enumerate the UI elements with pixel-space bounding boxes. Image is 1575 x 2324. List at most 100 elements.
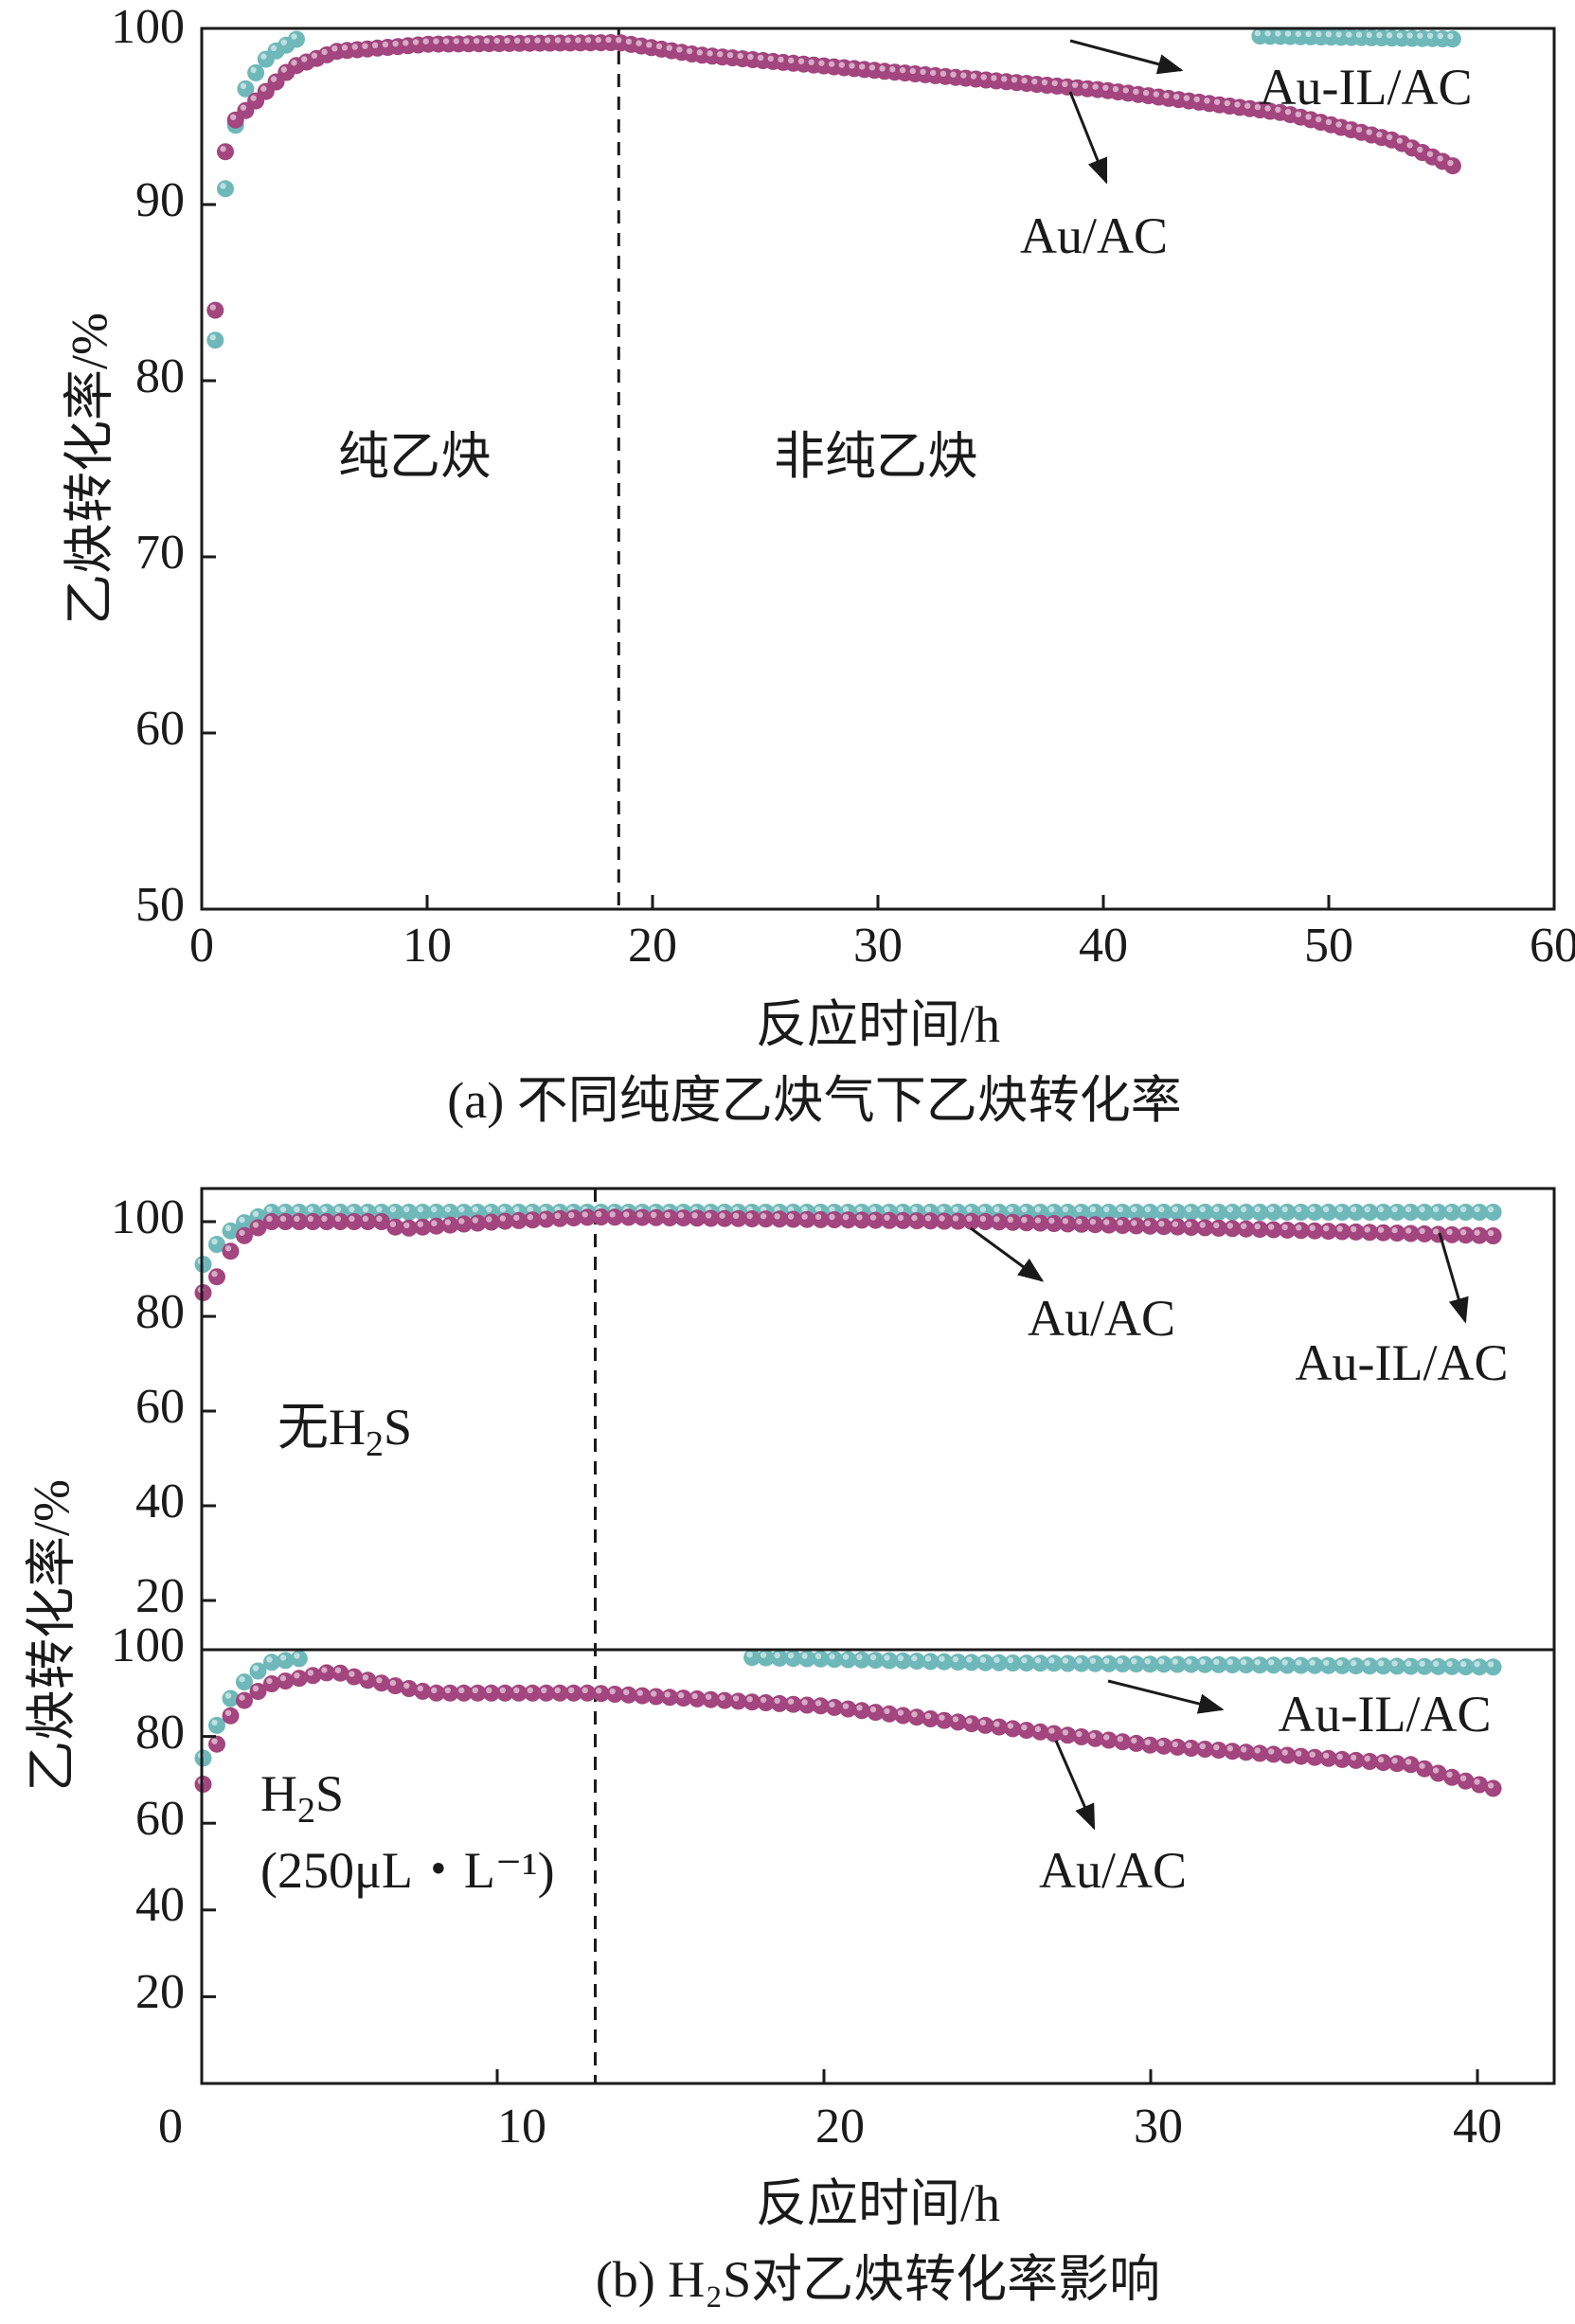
- panel-b-bottom-point-highlight: [294, 1672, 300, 1679]
- panel-a-arrow-au-il-ac: [1069, 39, 1184, 75]
- panel-b-top-point-highlight: [1158, 1221, 1165, 1227]
- panel-b-bottom-point-highlight: [1377, 1756, 1385, 1763]
- panel-b-top-point-highlight: [1213, 1222, 1220, 1229]
- panel-b-bottom-point-au-il-ac: [208, 1716, 225, 1734]
- panel-b-bottom-point-highlight: [1144, 1658, 1152, 1665]
- panel-b-top-point-highlight: [1226, 1206, 1234, 1213]
- panel-a-point-highlight: [1264, 30, 1271, 37]
- panel-b-bottom-point-highlight: [211, 1738, 218, 1744]
- panel-a-point-highlight: [311, 52, 318, 59]
- panel-b-bottom-point-highlight: [417, 1685, 423, 1692]
- panel-b-top-point-highlight: [541, 1213, 547, 1220]
- panel-a-point-highlight: [240, 82, 247, 90]
- panel-b-top-point-au-il-ac: [1484, 1204, 1502, 1221]
- panel-a-point-highlight: [868, 64, 876, 71]
- panel-a-point-highlight: [1355, 126, 1363, 133]
- panel-a-point-highlight: [1315, 116, 1322, 123]
- panel-b-bottom-point-highlight: [1364, 1660, 1370, 1667]
- panel-b-bottom-point-highlight: [1089, 1657, 1097, 1664]
- panel-a-point-highlight: [655, 43, 663, 50]
- panel-a-point-highlight: [1112, 85, 1119, 93]
- panel-b-top-point-highlight: [1405, 1206, 1412, 1213]
- panel-b-top-point-highlight: [1241, 1206, 1247, 1213]
- panel-b-top-point-highlight: [1323, 1225, 1330, 1232]
- panel-b-top-point-highlight: [1296, 1206, 1302, 1213]
- panel-b-bottom-point-highlight: [1117, 1736, 1124, 1743]
- panel-b-bottom-point-highlight: [1459, 1660, 1467, 1668]
- panel-b-bottom-y-tick-label: 80: [135, 1706, 185, 1760]
- panel-b-top-point-highlight: [1131, 1220, 1137, 1226]
- panel-a-point-highlight: [301, 56, 308, 63]
- panel-b-bottom-point-highlight: [1323, 1659, 1330, 1667]
- panel-b-x-tick-label: 0: [158, 2100, 183, 2154]
- panel-b-top-point-highlight: [279, 1206, 287, 1213]
- panel-b-top-point-highlight: [911, 1214, 918, 1222]
- panel-b-bottom-point-highlight: [279, 1674, 287, 1682]
- panel-a-point-au-il-ac: [1443, 30, 1461, 48]
- panel-b-bottom-point-highlight: [1446, 1771, 1453, 1779]
- panel-a-point-highlight: [950, 71, 957, 78]
- panel-a-point-highlight: [960, 72, 967, 79]
- panel-b-top-point-highlight: [211, 1238, 218, 1245]
- panel-b-top-point-highlight: [431, 1206, 438, 1213]
- panel-a-point-highlight: [1031, 78, 1038, 85]
- panel-b-bottom-arrow-au-il-ac: [1107, 1679, 1225, 1714]
- panel-a-point-highlight: [433, 38, 439, 45]
- panel-a-point-highlight: [696, 49, 704, 56]
- panel-a-point-highlight: [970, 73, 977, 80]
- panel-b-top-point-highlight: [403, 1206, 410, 1213]
- panel-a-point-au-ac: [206, 301, 224, 319]
- panel-b-top-point-highlight: [1281, 1224, 1288, 1231]
- panel-a-point-highlight: [1204, 98, 1210, 104]
- panel-b-bottom-point-highlight: [924, 1655, 932, 1662]
- panel-b-bottom-point-highlight: [486, 1687, 492, 1694]
- panel-a-point-highlight: [260, 85, 267, 92]
- panel-b-top-point-highlight: [279, 1215, 287, 1223]
- panel-a-x-tick-label: 40: [1079, 919, 1128, 973]
- panel-b-top-point-highlight: [1487, 1206, 1494, 1213]
- panel-b-bottom-point-highlight: [760, 1696, 767, 1704]
- panel-a-point-highlight: [1284, 30, 1292, 37]
- panel-b-bottom-y-tick-label: 20: [135, 1965, 185, 2019]
- panel-b-top-point-highlight: [513, 1214, 520, 1222]
- panel-b-top-point-highlight: [1144, 1206, 1152, 1213]
- panel-b-bottom-point-highlight: [266, 1656, 273, 1663]
- panel-b-top-point-highlight: [458, 1206, 465, 1213]
- panel-b-bottom-point-highlight: [1021, 1724, 1028, 1731]
- panel-b-top-point-highlight: [1076, 1218, 1083, 1225]
- panel-b-top-point-highlight: [1213, 1206, 1220, 1213]
- panel-a-point-highlight: [1447, 159, 1454, 167]
- panel-b-bottom-point-highlight: [993, 1656, 1000, 1664]
- panel-b-top-point-highlight: [1062, 1206, 1069, 1213]
- panel-a-point-highlight: [351, 44, 358, 50]
- panel-a-point-highlight: [991, 75, 997, 81]
- panel-b-top-point-highlight: [911, 1206, 918, 1213]
- panel-b-bottom-point-highlight: [321, 1667, 328, 1673]
- panel-a-point-highlight: [575, 37, 582, 44]
- panel-b-top-point-highlight: [1076, 1206, 1083, 1213]
- panel-b-top-point-highlight: [527, 1206, 533, 1213]
- panel-b-bottom-point-highlight: [966, 1656, 973, 1663]
- panel-b-top-point-highlight: [1034, 1217, 1042, 1224]
- panel-b-top-point-highlight: [746, 1212, 753, 1220]
- panel-b-bottom-point-highlight: [1323, 1752, 1330, 1760]
- panel-b-x-tick-label: 40: [1453, 2100, 1502, 2154]
- panel-b-top-point-highlight: [609, 1211, 616, 1218]
- panel-b-top-point-highlight: [1172, 1221, 1179, 1227]
- panel-a-point-highlight: [1447, 33, 1454, 40]
- panel-a-point-highlight: [1315, 30, 1322, 38]
- panel-b-top-point-highlight: [376, 1206, 383, 1213]
- panel-b-bottom-point-highlight: [1076, 1730, 1083, 1738]
- panel-a-x-tick-labels: 0 10 20 30 40 50 60: [189, 919, 1575, 973]
- panel-a-point-highlight: [605, 36, 612, 44]
- panel-a-point-highlight: [1244, 102, 1251, 109]
- panel-a-point-highlight: [909, 67, 916, 75]
- panel-b-bottom-point-highlight: [499, 1687, 506, 1694]
- panel-b-bottom-point-highlight: [939, 1655, 945, 1662]
- panel-b-top-point-highlight: [334, 1206, 342, 1213]
- panel-b-top-point-highlight: [677, 1211, 685, 1219]
- panel-b-bottom-point-highlight: [869, 1706, 877, 1713]
- panel-b-top-point-highlight: [1336, 1225, 1343, 1232]
- panel-b-bottom-point-highlight: [444, 1687, 451, 1694]
- panel-b-bottom-point-highlight: [1432, 1767, 1440, 1774]
